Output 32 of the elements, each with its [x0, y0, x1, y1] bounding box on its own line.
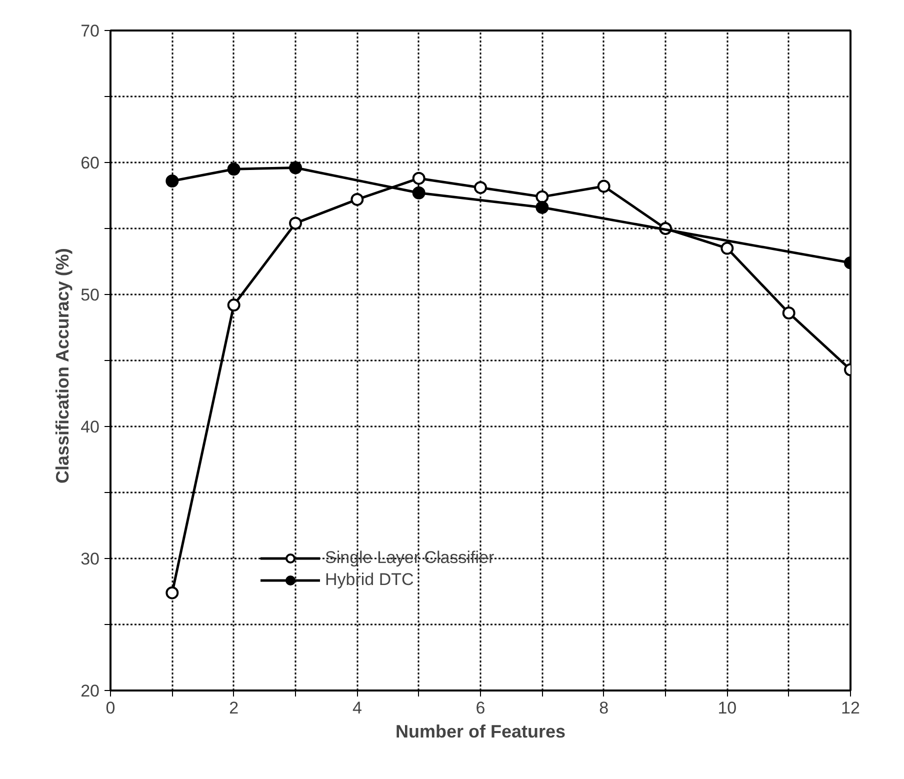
x-tick-label: 6	[476, 698, 486, 718]
x-tick-label: 4	[352, 698, 362, 718]
y-axis-title: Classification Accuracy (%)	[52, 248, 73, 484]
legend-label: Hybrid DTC	[325, 570, 414, 590]
x-tick-label: 10	[718, 698, 737, 718]
point	[289, 161, 302, 174]
point	[597, 180, 610, 193]
point	[474, 181, 487, 194]
point	[782, 306, 796, 320]
point	[536, 200, 549, 214]
point	[289, 216, 302, 230]
y-tick-label: 50	[80, 286, 100, 304]
y-tick-label: 20	[80, 682, 100, 700]
point	[166, 586, 179, 600]
legend-label: Single Layer Classifier	[325, 548, 494, 568]
x-tick-label: 8	[599, 698, 609, 718]
point	[412, 186, 426, 200]
point	[227, 298, 240, 312]
point	[227, 162, 240, 176]
y-tick-label: 40	[80, 418, 100, 436]
point	[536, 190, 549, 204]
y-tick-label: 30	[80, 550, 100, 568]
x-tick-label: 12	[841, 698, 860, 718]
x-axis-title: Number of Features	[395, 722, 566, 742]
point	[412, 172, 426, 185]
x-tick-label: 2	[229, 698, 239, 718]
point	[166, 174, 179, 188]
y-tick-label: 70	[80, 22, 100, 40]
point	[720, 242, 734, 255]
x-tick-label: 0	[106, 698, 116, 718]
y-tick-label: 60	[80, 154, 100, 172]
point	[350, 192, 364, 206]
